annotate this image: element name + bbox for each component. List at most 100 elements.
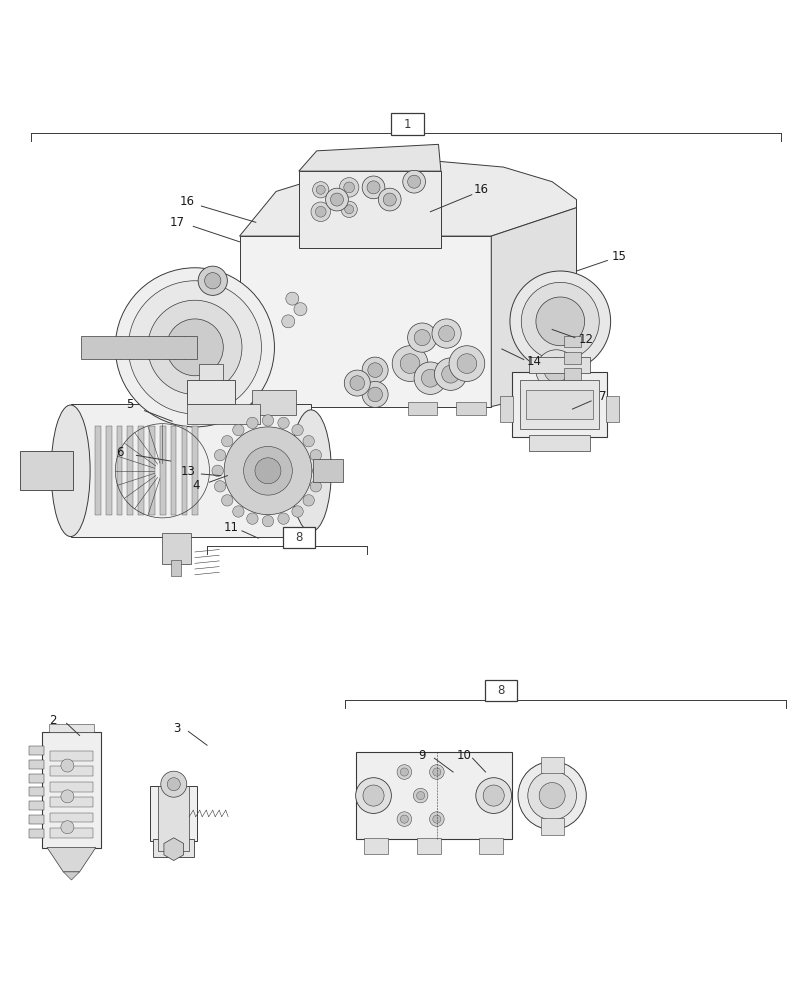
Bar <box>564 352 580 364</box>
Circle shape <box>535 297 584 346</box>
Circle shape <box>378 188 401 211</box>
Bar <box>50 797 92 807</box>
Circle shape <box>312 182 328 198</box>
Text: 5: 5 <box>126 398 134 411</box>
Text: 17: 17 <box>169 216 184 229</box>
Circle shape <box>416 792 424 800</box>
Circle shape <box>315 206 326 217</box>
Bar <box>312 459 343 482</box>
Polygon shape <box>239 161 576 236</box>
Bar <box>127 426 133 515</box>
Bar <box>50 766 92 776</box>
Circle shape <box>402 170 425 193</box>
Text: 2: 2 <box>49 714 57 727</box>
Circle shape <box>400 354 419 373</box>
Text: 3: 3 <box>173 722 181 735</box>
Circle shape <box>277 513 289 524</box>
Circle shape <box>330 193 343 206</box>
Circle shape <box>310 481 321 492</box>
Circle shape <box>383 193 396 206</box>
Bar <box>605 396 618 422</box>
Circle shape <box>243 446 292 495</box>
Polygon shape <box>63 872 79 880</box>
Ellipse shape <box>51 405 90 537</box>
Circle shape <box>362 176 384 199</box>
Circle shape <box>291 506 303 517</box>
Circle shape <box>247 513 258 524</box>
Circle shape <box>350 376 364 390</box>
Bar <box>245 402 274 415</box>
Circle shape <box>325 188 348 211</box>
Circle shape <box>128 281 261 414</box>
Circle shape <box>339 178 358 197</box>
Bar <box>363 838 388 854</box>
Bar <box>29 801 44 810</box>
Bar <box>456 402 485 415</box>
Bar <box>50 751 92 761</box>
Circle shape <box>414 362 446 394</box>
Text: 1: 1 <box>403 118 411 131</box>
Bar <box>20 451 73 490</box>
Circle shape <box>517 761 586 830</box>
Bar <box>71 404 311 537</box>
Bar <box>478 838 503 854</box>
Circle shape <box>400 815 408 823</box>
Circle shape <box>457 354 476 373</box>
Circle shape <box>434 358 466 390</box>
Text: 7: 7 <box>598 390 606 403</box>
Circle shape <box>543 358 568 382</box>
Bar <box>158 786 189 851</box>
Circle shape <box>303 495 314 506</box>
Bar <box>540 818 563 835</box>
Circle shape <box>400 768 408 776</box>
Circle shape <box>414 330 430 346</box>
Text: 6: 6 <box>116 446 124 459</box>
Circle shape <box>212 465 223 476</box>
Circle shape <box>363 785 384 806</box>
Bar <box>500 396 513 422</box>
Circle shape <box>407 175 420 188</box>
Bar <box>182 426 187 515</box>
Bar <box>42 732 101 848</box>
Circle shape <box>429 812 444 826</box>
Bar <box>50 828 92 838</box>
Circle shape <box>262 415 273 426</box>
Text: 16: 16 <box>179 195 194 208</box>
Bar <box>511 372 607 437</box>
Circle shape <box>198 266 227 295</box>
Bar <box>282 527 315 548</box>
Text: 11: 11 <box>224 521 238 534</box>
Bar <box>160 426 165 515</box>
Circle shape <box>221 495 233 506</box>
Circle shape <box>407 323 436 352</box>
Circle shape <box>291 424 303 436</box>
Circle shape <box>392 346 427 381</box>
Circle shape <box>255 458 281 484</box>
Bar <box>170 426 176 515</box>
Circle shape <box>224 427 311 515</box>
Circle shape <box>509 271 610 372</box>
Circle shape <box>539 783 564 809</box>
Ellipse shape <box>290 410 331 532</box>
Bar <box>529 357 589 373</box>
Bar <box>171 560 181 576</box>
Bar <box>484 680 517 701</box>
Bar <box>49 724 94 732</box>
Text: 4: 4 <box>192 479 200 492</box>
Bar <box>50 782 92 792</box>
Text: 15: 15 <box>611 250 625 263</box>
Circle shape <box>294 303 307 316</box>
Bar <box>416 838 440 854</box>
Bar <box>138 426 144 515</box>
Circle shape <box>527 771 576 820</box>
Bar <box>95 426 101 515</box>
Circle shape <box>475 778 511 813</box>
Bar <box>29 829 44 838</box>
Bar <box>391 113 423 135</box>
Bar <box>355 752 511 839</box>
Circle shape <box>262 515 273 527</box>
Circle shape <box>441 365 459 383</box>
Circle shape <box>61 821 74 834</box>
Bar <box>29 746 44 755</box>
Circle shape <box>362 357 388 383</box>
